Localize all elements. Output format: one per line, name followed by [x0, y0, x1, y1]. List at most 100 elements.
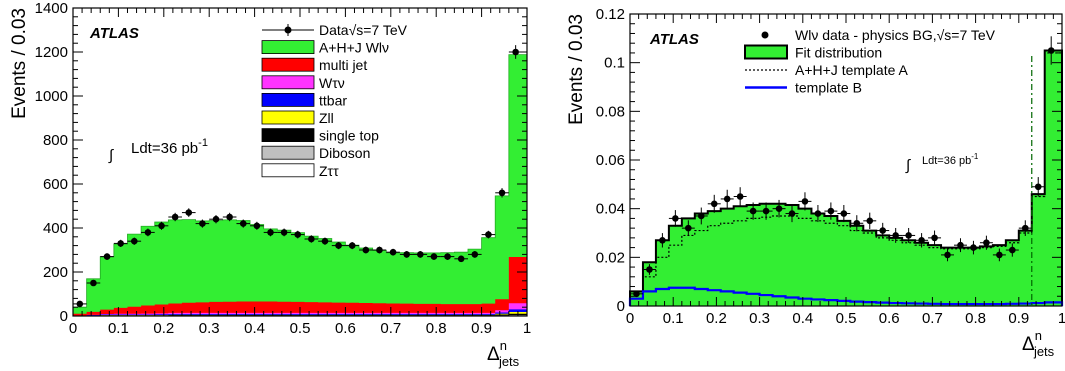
- right-data-point: [944, 251, 951, 259]
- left-legend-entry-swatch: [261, 57, 315, 72]
- right-x-tick-label: 0: [626, 310, 634, 327]
- right-template-b: [628, 286, 1064, 306]
- left-legend-entry-label: Diboson: [319, 145, 370, 161]
- left-legend-entry-label: ttbar: [319, 92, 347, 108]
- right-atlas-label: ATLAS: [649, 31, 699, 48]
- right-data-point: [892, 232, 899, 239]
- left-stack-zll: [73, 312, 527, 316]
- right-x-tick-label: 1: [1058, 310, 1065, 327]
- right-data-point: [853, 219, 861, 227]
- left-data-point: [389, 248, 397, 256]
- left-y-tick-label: 1200: [35, 44, 68, 61]
- left-y-tick-label: 1000: [35, 88, 68, 105]
- left-y-tick-label: 400: [43, 220, 68, 237]
- left-atlas-label: ATLAS: [89, 25, 139, 42]
- left-data-point: [485, 231, 492, 238]
- right-y-tick-label: 0: [617, 298, 625, 315]
- left-data-point: [267, 229, 274, 236]
- right-x-axis-title-sup: n: [1035, 328, 1042, 343]
- left-x-tick-label: 0.8: [426, 320, 447, 337]
- right-data-point: [736, 193, 744, 200]
- left-x-tick-label: 0.5: [290, 320, 311, 337]
- right-data-point: [633, 290, 640, 298]
- right-x-tick-label: 0.2: [706, 310, 727, 327]
- right-data-point: [931, 234, 938, 242]
- left-data-point: [362, 246, 370, 254]
- left-data-point: [335, 242, 342, 249]
- right-data-point: [996, 251, 1003, 259]
- left-legend-entry-swatch: [261, 93, 315, 107]
- left-x-tick-label: 0.2: [153, 320, 174, 337]
- right-data-point: [957, 241, 964, 249]
- left-data-point: [348, 242, 356, 249]
- left-data-point: [171, 213, 179, 221]
- right-data-point: [905, 232, 912, 239]
- right-x-axis-title-sub: jets: [1033, 344, 1055, 359]
- right-y-axis-title: Events / 0.03: [566, 14, 587, 125]
- left-stack-ttbar: [73, 309, 527, 316]
- right-legend: Wlν data - physics BG,√s=7 TeV Fit distri…: [744, 27, 996, 96]
- right-x-axis-title: Δn jets: [1022, 328, 1055, 359]
- right-legend-entry-label: A+H+J template A: [795, 62, 909, 78]
- left-legend-entry-label: Zττ: [319, 163, 339, 179]
- left-data-point: [199, 220, 206, 227]
- left-data-point: [117, 240, 124, 247]
- left-data-point: [498, 189, 506, 197]
- right-data-point: [814, 210, 822, 217]
- left-data-point: [144, 229, 152, 236]
- right-data-point: [1047, 47, 1055, 54]
- right-data-point: [1009, 246, 1016, 254]
- right-x-tick-label: 0.7: [922, 310, 943, 327]
- left-data-point: [376, 246, 383, 254]
- left-x-tick-label: 0.4: [244, 320, 265, 337]
- right-data-point: [866, 217, 874, 225]
- right-legend-entry-marker: [761, 31, 769, 39]
- left-data-point: [457, 255, 465, 263]
- right-x-tick-label: 0.1: [663, 310, 684, 327]
- left-data-point: [294, 231, 302, 238]
- left-data-point: [103, 253, 111, 260]
- right-data-point: [788, 210, 796, 217]
- right-lumi-integral: ∫: [905, 157, 912, 174]
- right-lumi-label: ∫ Ldt=36 pb-1: [905, 152, 979, 174]
- left-y-tick-label: 800: [43, 132, 68, 149]
- right-data-point: [918, 237, 925, 244]
- left-data-point: [321, 237, 329, 245]
- left-x-axis-title-sup: n: [500, 338, 507, 353]
- left-legend-entry-label: Data√s=7 TeV: [319, 22, 408, 38]
- right-y-tick-label: 0.06: [596, 152, 625, 169]
- left-x-tick-label: 0.3: [199, 320, 220, 337]
- left-lumi-integral: ∫: [108, 147, 115, 164]
- plot-right-fit-histogram: 0 0.1 0.2 0.3 0.4 0.5 0.6 0.7 0.8 0.9 1 0 0.02 0.04 0.…: [566, 6, 1065, 359]
- left-lumi-text: Ldt=36 pb-1: [131, 137, 208, 157]
- right-data-point: [801, 198, 809, 205]
- left-legend-entry-label: single top: [319, 128, 379, 144]
- right-y-tick-label: 0.12: [596, 6, 625, 23]
- left-data-point: [76, 300, 84, 308]
- left-y-tick-label: 0: [60, 308, 68, 325]
- left-x-tick-label: 0.7: [380, 320, 401, 337]
- left-legend-entry-swatch: [261, 40, 315, 54]
- left-y-axis-title: Events / 0.03: [9, 8, 30, 119]
- left-data-point: [444, 253, 451, 260]
- left-data-point: [130, 237, 138, 245]
- left-legend-entry-swatch: [261, 110, 315, 125]
- left-data-point: [226, 213, 233, 221]
- left-x-tick-label: 0.1: [108, 320, 129, 337]
- right-data-point: [970, 244, 977, 251]
- right-legend-entry-label: template B: [795, 80, 862, 96]
- left-y-tick-label: 200: [43, 264, 68, 281]
- right-lumi-text-main: Ldt=36 pb: [922, 155, 971, 167]
- right-x-tick-label: 0.4: [792, 310, 813, 327]
- right-data-point: [1021, 224, 1029, 232]
- left-data-point: [158, 222, 165, 230]
- right-data-point: [685, 224, 692, 232]
- left-legend-entry-label: Zll: [319, 110, 334, 126]
- right-x-tick-label: 0.3: [749, 310, 770, 327]
- left-data-point: [512, 48, 519, 56]
- left-y-tick-label: 1400: [35, 0, 68, 17]
- right-x-tick-label: 0.6: [879, 310, 900, 327]
- left-data-point: [90, 279, 97, 287]
